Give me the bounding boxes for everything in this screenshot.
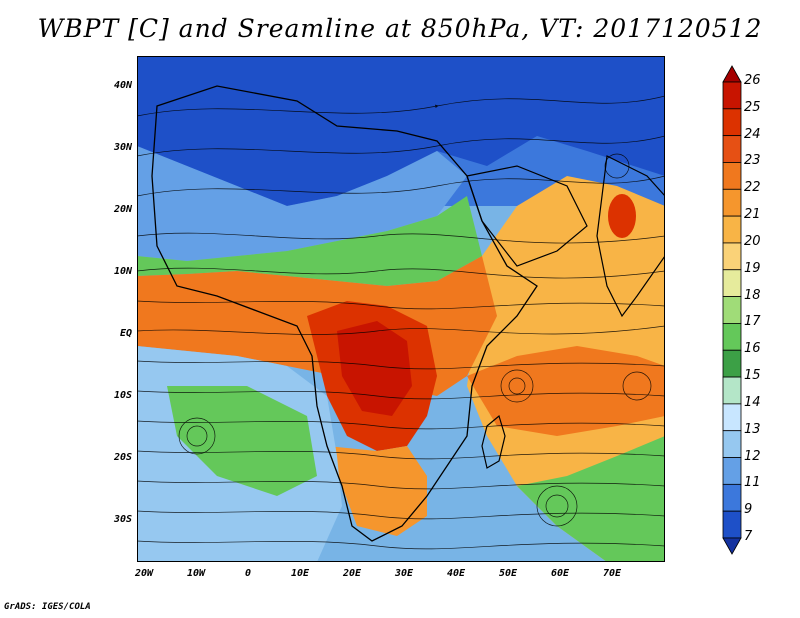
colorbar-swatch (722, 81, 742, 110)
colorbar-label: 21 (744, 207, 761, 223)
central-africa-core-region (337, 321, 412, 416)
colorbar-label: 7 (744, 529, 753, 544)
wbpt-streamline-map (137, 56, 665, 562)
colorbar-label: 22 (744, 180, 761, 196)
colorbar-swatch (722, 242, 742, 271)
colorbar-label: 23 (744, 153, 761, 169)
lon-label: 10E (290, 568, 310, 579)
india-outline (596, 155, 665, 318)
indian-ocean-warm-band (467, 346, 665, 436)
lat-label: 10S (113, 390, 132, 401)
lat-label: EQ (119, 328, 132, 339)
lat-label: 20N (113, 204, 132, 215)
colorbar-swatch (722, 188, 742, 217)
lat-label: 30N (113, 142, 132, 153)
africa-coastline (151, 85, 538, 542)
colorbar-swatch (722, 349, 742, 378)
colorbar-swatch (722, 537, 742, 555)
lat-label: 30S (113, 514, 132, 525)
streamlines (137, 95, 665, 550)
colorbar-label: 25 (744, 99, 761, 115)
footer-credit: GrADS: IGES/COLA (4, 602, 91, 612)
lon-label: 50E (498, 568, 518, 579)
colorbar-label: 24 (744, 126, 761, 142)
colorbar-label: 13 (744, 421, 761, 437)
lon-label: 70E (602, 568, 622, 579)
colorbar-swatch (722, 403, 742, 432)
colorbar-swatch (722, 510, 742, 539)
north-cold-band (137, 56, 665, 206)
lon-label: 20E (342, 568, 362, 579)
colorbar-label: 20 (744, 233, 761, 249)
colorbar-label: 11 (744, 475, 761, 491)
map-frame (137, 56, 665, 562)
sahel-green-band (137, 196, 482, 286)
colorbar-swatch (722, 215, 742, 244)
colorbar-label: 14 (744, 394, 761, 410)
madagascar-outline (481, 414, 506, 469)
lon-label: 30E (394, 568, 414, 579)
lat-label: 20S (113, 452, 132, 463)
colorbar-label: 9 (744, 502, 753, 518)
lon-label: 40E (446, 568, 466, 579)
colorbar-swatch (722, 483, 742, 512)
arabian-peninsula-outline (466, 165, 588, 267)
map-title: WBPT [C] and Sreamline at 850hPa, VT: 20… (37, 14, 763, 43)
lon-label: 20W (134, 568, 154, 579)
colorbar-swatch (722, 135, 742, 163)
sahara-cool-region (137, 146, 467, 261)
colorbar-swatch (722, 296, 742, 324)
southern-africa-warm-region (327, 446, 427, 536)
colorbar-label: 12 (744, 448, 761, 464)
arabian-sea-hot-spot (608, 194, 636, 238)
south-atlantic-green-patch (167, 386, 317, 496)
lon-label: 10W (186, 568, 206, 579)
lat-label: 40N (113, 80, 132, 91)
colorbar-swatch (722, 269, 742, 297)
colorbar-swatch (722, 108, 742, 137)
colorbar-label: 17 (744, 314, 761, 330)
colorbar-label: 19 (744, 260, 761, 276)
colorbar-swatch (722, 323, 742, 351)
colorbar-label: 16 (744, 341, 761, 357)
colorbar (722, 65, 742, 555)
colorbar-swatch (722, 430, 742, 458)
colorbar-label: 15 (744, 368, 761, 384)
lat-label: 10N (113, 266, 132, 277)
colorbar-swatch (722, 65, 742, 83)
colorbar-swatch (722, 457, 742, 485)
indian-ocean-cool-region (517, 436, 665, 562)
colorbar-label: 26 (744, 73, 761, 88)
colorbar-swatch (722, 162, 742, 190)
colorbar-label: 18 (744, 287, 761, 303)
lon-label: 60E (550, 568, 570, 579)
colorbar-swatch (722, 376, 742, 405)
lon-label: 0 (244, 568, 252, 579)
